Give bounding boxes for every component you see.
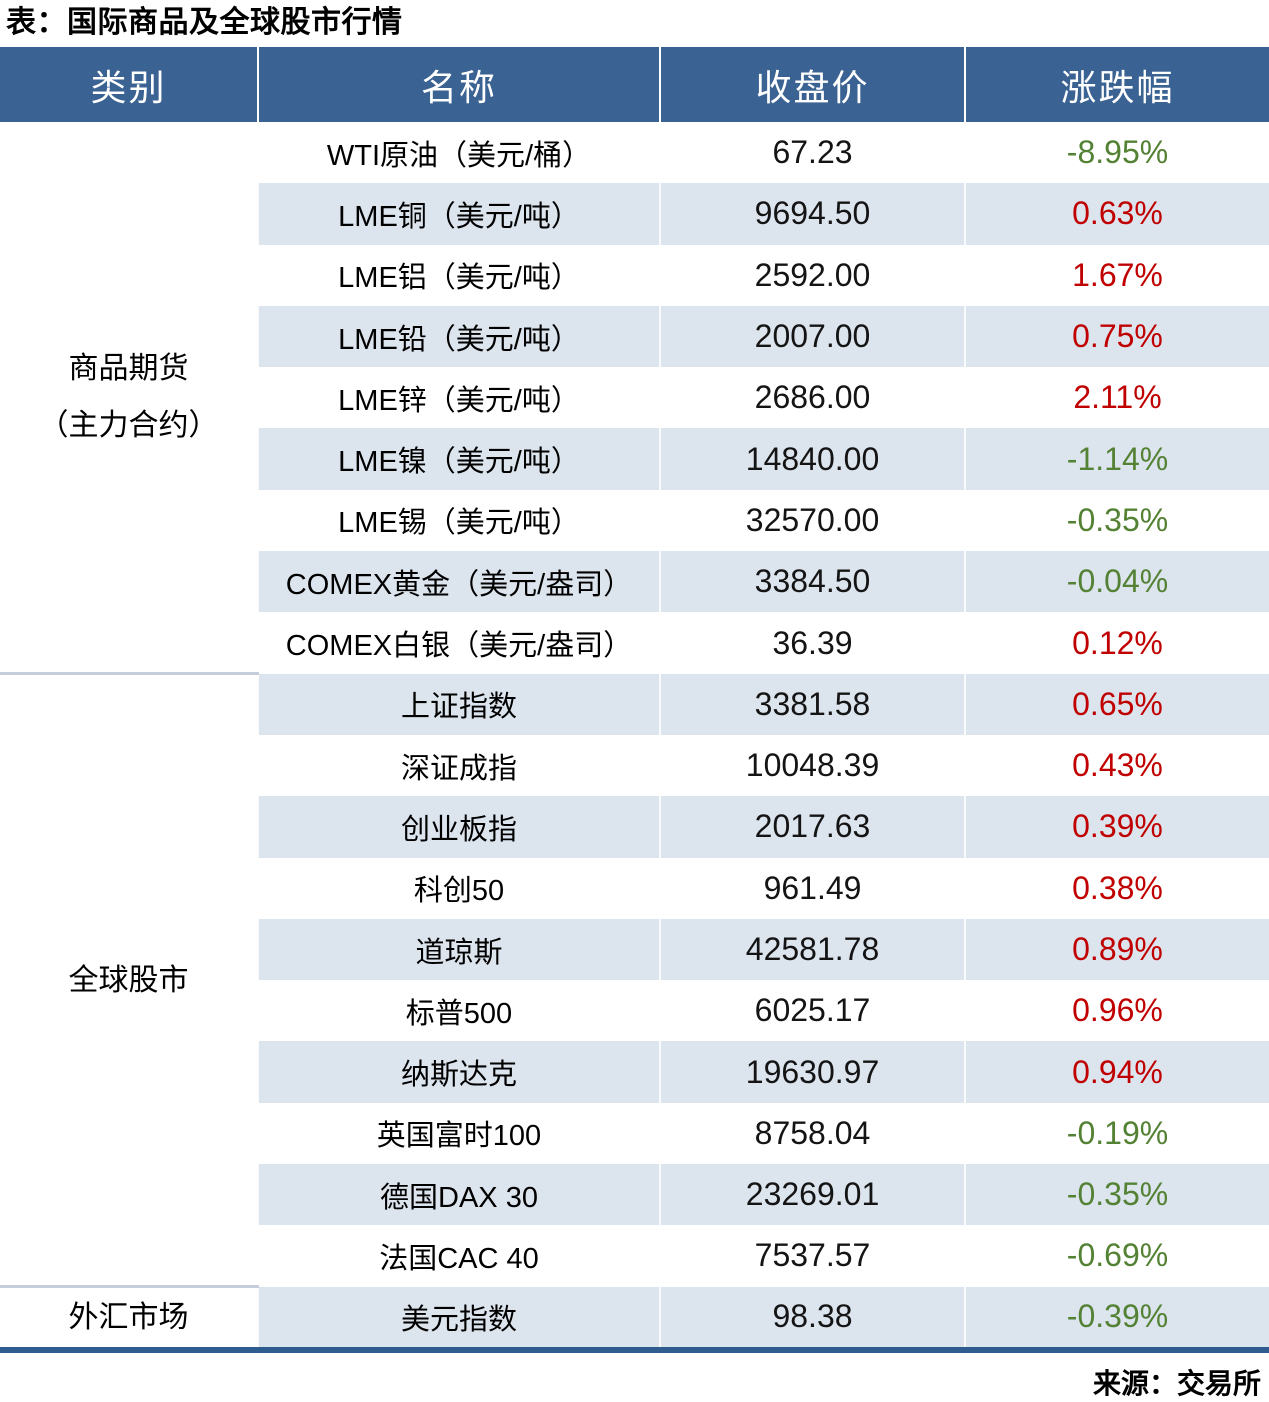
change-percent-cell: 0.96% [964, 980, 1269, 1042]
close-price-cell: 67.23 [659, 122, 965, 184]
table-row: 深证成指 10048.39 0.43% [0, 734, 1269, 797]
column-header-name: 名称 [257, 47, 660, 122]
close-price-cell: 98.38 [659, 1286, 965, 1351]
change-percent-cell: -0.35% [964, 489, 1269, 552]
change-percent-cell: 0.38% [964, 857, 1269, 919]
table-row: LME铜（美元/吨） 9694.50 0.63% [0, 183, 1269, 245]
close-price-cell: 3381.58 [659, 673, 965, 735]
table-row: COMEX白银（美元/盎司） 36.39 0.12% [0, 612, 1269, 674]
category-cell: 全球股市 [0, 673, 258, 1289]
table-row: COMEX黄金（美元/盎司） 3384.50 -0.04% [0, 551, 1269, 613]
instrument-name-cell: COMEX白银（美元/盎司） [257, 612, 660, 674]
instrument-name-cell: WTI原油（美元/桶） [257, 122, 660, 184]
change-percent-cell: 0.43% [964, 734, 1269, 797]
table-row: 标普500 6025.17 0.96% [0, 980, 1269, 1042]
close-price-cell: 36.39 [659, 612, 965, 674]
change-percent-cell: 0.65% [964, 673, 1269, 735]
table-row: 商品期货 （主力合约） WTI原油（美元/桶） 67.23 -8.95% [0, 122, 1269, 676]
table-row: LME铅（美元/吨） 2007.00 0.75% [0, 305, 1269, 368]
instrument-name-cell: LME镍（美元/吨） [257, 428, 660, 490]
instrument-name-cell: 美元指数 [257, 1286, 660, 1351]
close-price-cell: 961.49 [659, 857, 965, 919]
change-percent-cell: -0.35% [964, 1164, 1269, 1226]
page-title: 表：国际商品及全球股市行情 [6, 6, 403, 39]
table-row: 外汇市场 美元指数 98.38 -0.39% [0, 1286, 1269, 1351]
instrument-name-cell: 道琼斯 [257, 918, 660, 981]
table-row: LME锌（美元/吨） 2686.00 2.11% [0, 367, 1269, 429]
column-header-category: 类别 [0, 47, 258, 122]
header-row: 类别 名称 收盘价 涨跌幅 [0, 47, 1269, 122]
instrument-name-cell: 上证指数 [257, 673, 660, 735]
table-row: LME镍（美元/吨） 14840.00 -1.14% [0, 428, 1269, 490]
instrument-name-cell: 深证成指 [257, 734, 660, 797]
column-header-close: 收盘价 [659, 47, 965, 122]
instrument-name-cell: 科创50 [257, 857, 660, 919]
change-percent-cell: 0.12% [964, 612, 1269, 674]
change-percent-cell: 0.75% [964, 305, 1269, 368]
close-price-cell: 2017.63 [659, 796, 965, 858]
instrument-name-cell: LME锌（美元/吨） [257, 367, 660, 429]
close-price-cell: 42581.78 [659, 918, 965, 981]
change-percent-cell: -1.14% [964, 428, 1269, 490]
table-row: 德国DAX 30 23269.01 -0.35% [0, 1164, 1269, 1226]
change-percent-cell: -0.39% [964, 1286, 1269, 1351]
close-price-cell: 10048.39 [659, 734, 965, 797]
instrument-name-cell: LME铝（美元/吨） [257, 244, 660, 306]
change-percent-cell: 0.39% [964, 796, 1269, 858]
close-price-cell: 7537.57 [659, 1225, 965, 1287]
table-row: 英国富时100 8758.04 -0.19% [0, 1102, 1269, 1165]
instrument-name-cell: 英国富时100 [257, 1102, 660, 1165]
close-price-cell: 2592.00 [659, 244, 965, 306]
close-price-cell: 19630.97 [659, 1041, 965, 1103]
change-percent-cell: 0.89% [964, 918, 1269, 981]
close-price-cell: 3384.50 [659, 551, 965, 613]
change-percent-cell: 1.67% [964, 244, 1269, 306]
instrument-name-cell: 纳斯达克 [257, 1041, 660, 1103]
instrument-name-cell: 标普500 [257, 980, 660, 1042]
close-price-cell: 8758.04 [659, 1102, 965, 1165]
category-cell: 外汇市场 [0, 1286, 258, 1351]
table-row: 道琼斯 42581.78 0.89% [0, 918, 1269, 981]
close-price-cell: 2007.00 [659, 305, 965, 368]
close-price-cell: 14840.00 [659, 428, 965, 490]
category-cell: 商品期货 （主力合约） [0, 122, 258, 676]
instrument-name-cell: LME锡（美元/吨） [257, 489, 660, 552]
instrument-name-cell: COMEX黄金（美元/盎司） [257, 551, 660, 613]
change-percent-cell: -0.69% [964, 1225, 1269, 1287]
table-row: 科创50 961.49 0.38% [0, 857, 1269, 919]
close-price-cell: 6025.17 [659, 980, 965, 1042]
table-row: 纳斯达克 19630.97 0.94% [0, 1041, 1269, 1103]
table-row: 创业板指 2017.63 0.39% [0, 796, 1269, 858]
change-percent-cell: -8.95% [964, 122, 1269, 184]
close-price-cell: 2686.00 [659, 367, 965, 429]
change-percent-cell: -0.04% [964, 551, 1269, 613]
close-price-cell: 9694.50 [659, 183, 965, 245]
close-price-cell: 32570.00 [659, 489, 965, 552]
table-row: 法国CAC 40 7537.57 -0.69% [0, 1225, 1269, 1287]
data-source-label: 来源：交易所 [1092, 1368, 1261, 1400]
table-row: 全球股市 上证指数 3381.58 0.65% [0, 673, 1269, 1289]
table-row: LME铝（美元/吨） 2592.00 1.67% [0, 244, 1269, 306]
change-percent-cell: 0.63% [964, 183, 1269, 245]
instrument-name-cell: LME铜（美元/吨） [257, 183, 660, 245]
instrument-name-cell: 德国DAX 30 [257, 1164, 660, 1226]
instrument-name-cell: 法国CAC 40 [257, 1225, 660, 1287]
table-row: LME锡（美元/吨） 32570.00 -0.35% [0, 489, 1269, 552]
change-percent-cell: 2.11% [964, 367, 1269, 429]
instrument-name-cell: 创业板指 [257, 796, 660, 858]
column-header-change: 涨跌幅 [964, 47, 1269, 122]
change-percent-cell: -0.19% [964, 1102, 1269, 1165]
instrument-name-cell: LME铅（美元/吨） [257, 305, 660, 368]
table-body: 商品期货 （主力合约） WTI原油（美元/桶） 67.23 -8.95% LME铜（美元… [0, 122, 1269, 1351]
change-percent-cell: 0.94% [964, 1041, 1269, 1103]
market-quotes-table: 类别 名称 收盘价 涨跌幅 商品期货 （主力合约） WTI原油（美元/桶） 67.2… [0, 47, 1269, 1354]
close-price-cell: 23269.01 [659, 1164, 965, 1226]
